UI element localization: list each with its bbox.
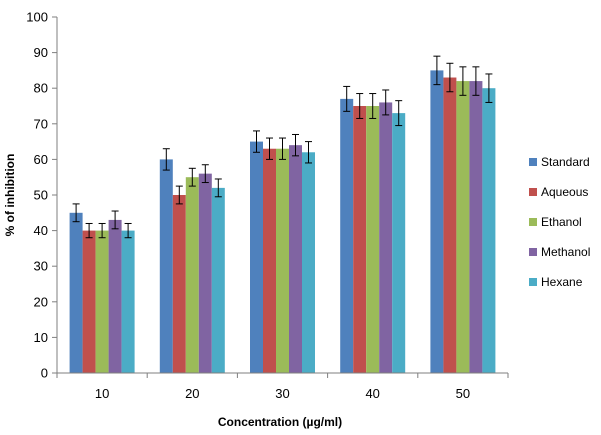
x-axis: 10 20 30 40 50: [56, 372, 509, 401]
y-tick-label: 10: [34, 330, 48, 345]
legend-label-hexane: Hexane: [541, 275, 583, 289]
y-tick-label: 20: [34, 294, 48, 309]
bar-standard-10: [69, 212, 83, 373]
bar-ethanol-10: [95, 230, 109, 373]
bar-ethanol-30: [276, 148, 289, 373]
legend-swatch-aqueous: [529, 188, 537, 196]
y-tick-label: 50: [34, 188, 48, 203]
bar-standard-20: [159, 159, 173, 373]
bar-aqueous-40: [353, 106, 367, 373]
legend-label-ethanol: Ethanol: [541, 215, 582, 229]
bar-methanol-40: [379, 102, 393, 373]
bar-methanol-50: [469, 81, 483, 373]
bar-ethanol-40: [366, 106, 380, 373]
bar-standard-50: [430, 70, 444, 374]
bar-aqueous-30: [263, 148, 276, 373]
bar-standard-30: [250, 141, 263, 373]
y-tick-label: 30: [34, 259, 48, 274]
bar-hexane-50: [482, 88, 496, 373]
bar-aqueous-20: [172, 195, 186, 373]
bar-aqueous-50: [443, 77, 457, 374]
bar-methanol-10: [108, 219, 122, 373]
x-tick-label: 10: [95, 386, 109, 401]
y-tick-label: 80: [34, 81, 48, 96]
bar-hexane-40: [392, 113, 406, 374]
bar-aqueous-10: [82, 230, 96, 373]
bar-hexane-10: [121, 230, 135, 373]
y-tick-label: 40: [34, 223, 48, 238]
bar-hexane-30: [302, 152, 315, 373]
legend-label-aqueous: Aqueous: [541, 185, 588, 199]
bar-ethanol-50: [456, 81, 470, 373]
x-tick-label: 50: [456, 386, 470, 401]
bar-ethanol-20: [185, 177, 199, 373]
y-axis-title: % of inhibition: [3, 154, 17, 237]
legend-swatch-hexane: [529, 278, 537, 286]
bar-methanol-20: [198, 173, 212, 373]
legend-swatch-standard: [529, 158, 537, 166]
y-tick-label: 70: [34, 116, 48, 131]
bar-standard-40: [340, 98, 354, 373]
bar-hexane-20: [211, 187, 225, 373]
y-tick-label: 60: [34, 152, 48, 167]
x-axis-title: Concentration (µg/ml): [218, 415, 342, 429]
y-tick-label: 90: [34, 45, 48, 60]
x-tick-label: 30: [275, 386, 289, 401]
y-tick-label: 0: [41, 366, 48, 381]
plot-area: [69, 55, 496, 374]
legend: Standard Aqueous Ethanol Methanol Hexane: [529, 155, 590, 289]
bar-methanol-30: [289, 145, 302, 373]
legend-label-methanol: Methanol: [541, 245, 590, 259]
x-tick-label: 20: [185, 386, 199, 401]
legend-label-standard: Standard: [541, 155, 590, 169]
legend-swatch-methanol: [529, 248, 537, 256]
legend-swatch-ethanol: [529, 218, 537, 226]
y-axis: 0 10 20 30 40 50 60 70 80 90 100: [26, 10, 58, 381]
x-tick-label: 40: [365, 386, 379, 401]
y-tick-label: 100: [26, 10, 48, 25]
